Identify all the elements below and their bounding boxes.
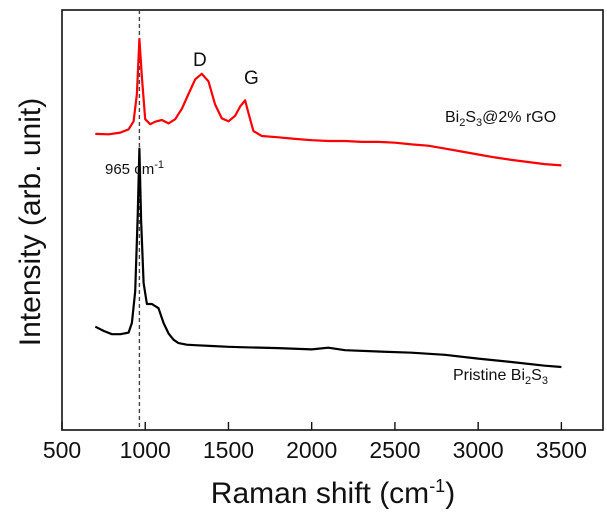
x-tick-label: 3000 — [453, 437, 504, 463]
composite-series-label: Bi2S3@2% rGO — [445, 109, 556, 129]
x-tick-label: 2500 — [369, 437, 420, 463]
peak-main-label: 965 cm-1 — [105, 159, 164, 178]
x-tick-label: 1500 — [203, 437, 254, 463]
x-ticks — [61, 422, 563, 430]
x-tick-label: 2000 — [286, 437, 337, 463]
series-line-pristine — [94, 147, 562, 369]
series-line-composite — [95, 37, 562, 167]
x-tick-label: 500 — [43, 437, 81, 463]
pristine-series-label: Pristine Bi2S3 — [453, 367, 548, 387]
y-axis-title: Intensity (arb. unit) — [14, 98, 47, 346]
x-tick-labels: 500 1000 1500 2000 2500 3000 3500 — [43, 437, 587, 463]
x-tick-label: 3500 — [536, 437, 587, 463]
g-band-label: G — [244, 68, 259, 89]
x-tick-label: 1000 — [120, 437, 171, 463]
x-axis-title: Raman shift (cm-1) — [211, 476, 455, 510]
d-band-label: D — [193, 50, 207, 71]
plot-frame — [61, 9, 604, 431]
